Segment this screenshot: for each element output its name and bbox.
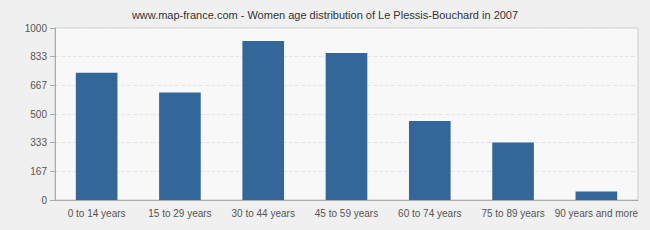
svg-text:833: 833 (30, 51, 47, 62)
svg-text:www.map-france.com - Women age: www.map-france.com - Women age distribut… (131, 9, 518, 21)
svg-text:75 to 89 years: 75 to 89 years (481, 208, 544, 219)
svg-text:60 to 74 years: 60 to 74 years (398, 208, 461, 219)
svg-text:1000: 1000 (25, 23, 48, 34)
svg-text:500: 500 (30, 109, 47, 120)
svg-text:90 years and more: 90 years and more (555, 208, 639, 219)
svg-text:30 to 44 years: 30 to 44 years (232, 208, 295, 219)
svg-text:0 to 14 years: 0 to 14 years (68, 208, 126, 219)
svg-text:167: 167 (30, 166, 47, 177)
svg-text:333: 333 (30, 137, 47, 148)
svg-text:45 to 59 years: 45 to 59 years (315, 208, 378, 219)
svg-text:15 to 29 years: 15 to 29 years (148, 208, 211, 219)
svg-text:667: 667 (30, 80, 47, 91)
svg-text:0: 0 (41, 195, 47, 206)
